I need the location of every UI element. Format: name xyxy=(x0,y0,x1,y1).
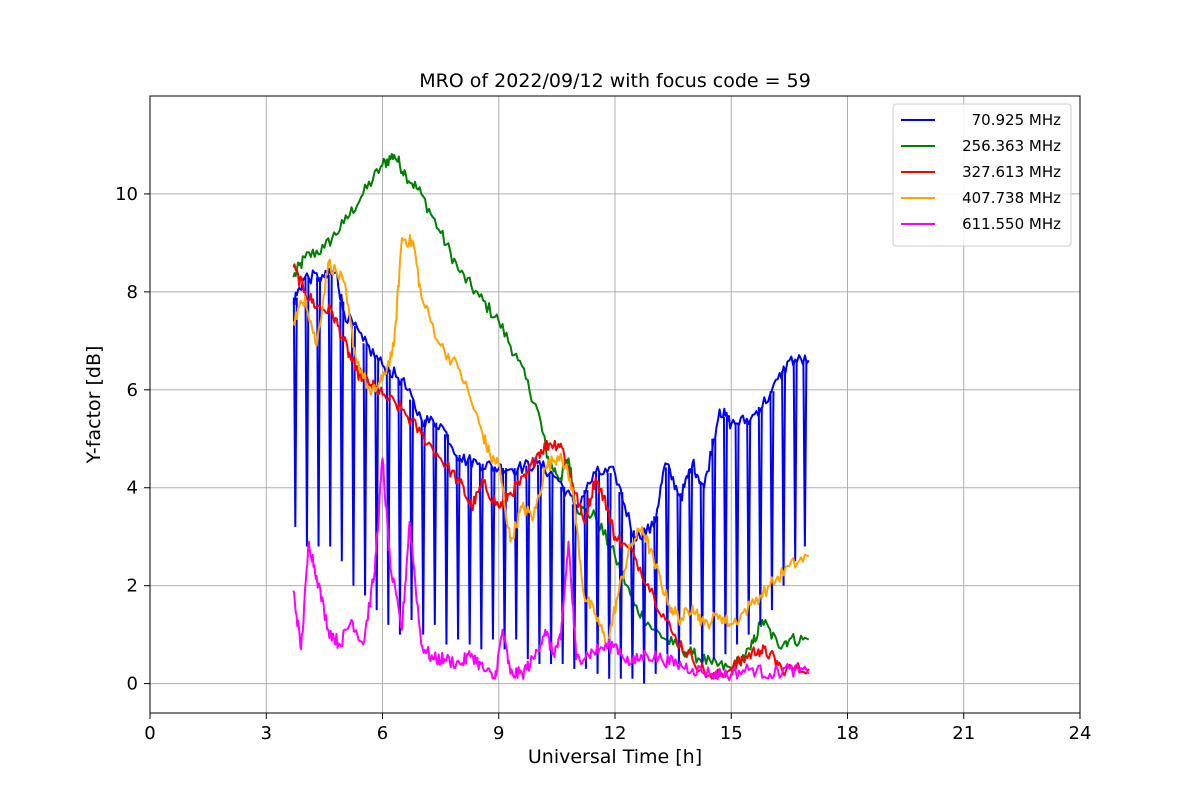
series-dip xyxy=(792,360,798,562)
series-dip xyxy=(722,416,728,655)
series-dip xyxy=(467,460,473,645)
plot-area xyxy=(292,153,810,684)
series-dip xyxy=(629,530,635,679)
series-dip xyxy=(362,343,368,596)
legend: 70.925 MHz 256.363 MHz 327.613 MHz 407.738 … xyxy=(892,103,1072,247)
x-tick-label: 3 xyxy=(261,723,272,744)
x-tick-label: 18 xyxy=(836,723,859,744)
series-dip xyxy=(339,301,345,562)
series-dip xyxy=(664,467,670,655)
y-axis: 0 2 4 6 8 10 xyxy=(115,184,150,695)
x-axis-title: Universal Time [h] xyxy=(528,746,702,768)
series-dip xyxy=(606,473,612,679)
legend-label: 70.925 MHz xyxy=(972,111,1061,129)
series-dip xyxy=(409,399,415,620)
y-tick-label: 4 xyxy=(127,478,138,499)
y-tick-label: 10 xyxy=(115,184,138,205)
series-dip xyxy=(385,369,391,625)
series-line xyxy=(292,153,810,672)
series-1 xyxy=(292,153,810,672)
x-axis: 0 3 6 9 12 15 18 21 24 xyxy=(144,713,1091,744)
series-dip xyxy=(618,492,624,679)
legend-box xyxy=(892,103,1072,247)
x-tick-label: 9 xyxy=(493,723,504,744)
series-dip xyxy=(443,434,449,645)
y-tick-label: 8 xyxy=(127,282,138,303)
series-line xyxy=(292,234,810,647)
x-tick-label: 24 xyxy=(1069,723,1092,744)
x-tick-label: 21 xyxy=(952,723,975,744)
x-tick-label: 6 xyxy=(377,723,388,744)
series-line xyxy=(292,267,810,542)
series-dip xyxy=(432,422,438,625)
series-dip xyxy=(502,468,508,650)
legend-label: 256.363 MHz xyxy=(962,137,1061,155)
y-tick-label: 6 xyxy=(127,380,138,401)
chart-title: MRO of 2022/09/12 with focus code = 59 xyxy=(419,70,811,92)
series-4 xyxy=(292,457,810,682)
series-3 xyxy=(292,234,810,647)
y-tick-label: 0 xyxy=(127,674,138,695)
series-line xyxy=(292,457,810,682)
x-tick-label: 12 xyxy=(604,723,627,744)
series-dip xyxy=(595,473,601,674)
legend-label: 327.613 MHz xyxy=(962,163,1061,181)
y-tick-label: 2 xyxy=(127,576,138,597)
series-dip xyxy=(688,468,694,645)
series-dip xyxy=(757,406,763,625)
y-axis-title: Y-factor [dB] xyxy=(83,346,105,465)
legend-label: 407.738 MHz xyxy=(962,189,1061,207)
x-tick-label: 15 xyxy=(720,723,743,744)
x-tick-label: 0 xyxy=(144,723,155,744)
series-0 xyxy=(292,267,810,684)
series-dip xyxy=(478,463,484,650)
series-dip xyxy=(734,422,740,645)
legend-label: 611.550 MHz xyxy=(962,215,1061,233)
